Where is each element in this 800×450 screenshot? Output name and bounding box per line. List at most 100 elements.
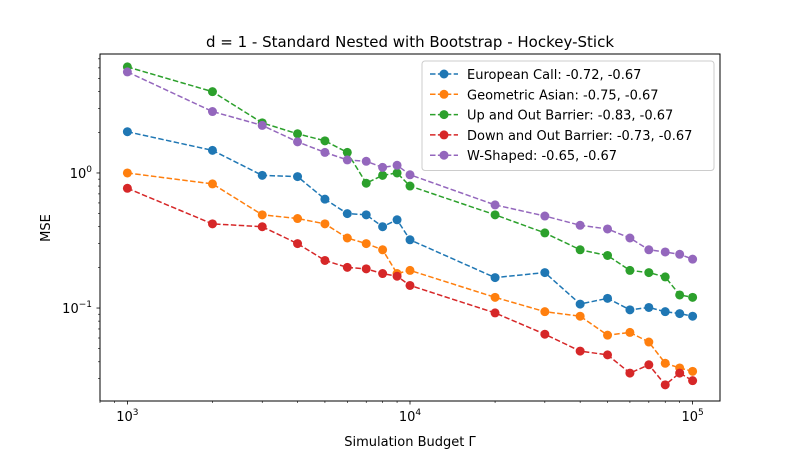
data-point [644, 302, 654, 312]
data-point [320, 194, 330, 204]
data-point [575, 220, 585, 230]
legend-marker [439, 130, 449, 140]
data-point [575, 245, 585, 255]
data-point [207, 87, 217, 97]
data-point [660, 380, 670, 390]
data-point [293, 129, 303, 139]
data-point [405, 235, 415, 245]
data-point [603, 330, 613, 340]
legend-marker [439, 89, 449, 99]
legend-box [421, 60, 715, 171]
x-tick-label: 104 [399, 408, 422, 425]
data-point [490, 200, 500, 210]
data-point [392, 271, 402, 281]
data-point [660, 272, 670, 282]
data-point [540, 268, 550, 278]
data-point [392, 215, 402, 225]
data-point [257, 210, 267, 220]
data-point [405, 280, 415, 290]
data-point [122, 127, 132, 137]
data-point [625, 327, 635, 337]
data-point [293, 214, 303, 224]
legend-item: W-Shaped: -0.65, -0.67 [430, 149, 617, 164]
data-point [293, 137, 303, 147]
data-point [603, 224, 613, 234]
data-point [540, 329, 550, 339]
data-point [644, 337, 654, 347]
data-point [342, 155, 352, 165]
data-point [342, 147, 352, 157]
data-point [405, 265, 415, 275]
data-point [688, 376, 698, 386]
data-point [688, 366, 698, 376]
legend-item: Up and Out Barrier: -0.83, -0.67 [430, 109, 673, 124]
data-point [320, 219, 330, 229]
y-tick-label: 10−1 [62, 300, 92, 317]
data-point [625, 265, 635, 275]
data-point [688, 311, 698, 321]
chart-title: d = 1 - Standard Nested with Bootstrap -… [206, 33, 614, 51]
legend-item: European Call: -0.72, -0.67 [430, 68, 641, 83]
legend-label: European Call: -0.72, -0.67 [467, 68, 641, 83]
series-2 [122, 168, 698, 376]
data-point [122, 168, 132, 178]
data-point [122, 183, 132, 193]
data-point [257, 222, 267, 232]
axes: 103 104 105 10−1 100 [62, 58, 704, 425]
data-point [405, 170, 415, 180]
data-point [490, 210, 500, 220]
y-axis-label: MSE [39, 214, 54, 242]
legend-label: Down and Out Barrier: -0.73, -0.67 [467, 129, 692, 144]
data-point [361, 239, 371, 249]
data-point [361, 210, 371, 220]
data-point [675, 309, 685, 319]
data-point [320, 136, 330, 146]
data-point [540, 228, 550, 238]
legend: European Call: -0.72, -0.67 Geometric Asi… [421, 60, 715, 171]
data-point [378, 170, 388, 180]
data-point [675, 290, 685, 300]
data-point [490, 273, 500, 283]
data-point [361, 156, 371, 166]
data-point [257, 170, 267, 180]
data-point [540, 307, 550, 317]
data-point [688, 254, 698, 264]
data-point [603, 250, 613, 260]
data-point [392, 168, 402, 178]
data-point [625, 305, 635, 315]
data-point [575, 346, 585, 356]
data-point [644, 245, 654, 255]
data-point [575, 311, 585, 321]
x-tick-label: 105 [681, 408, 703, 425]
data-point [320, 147, 330, 157]
x-axis-label: Simulation Budget Γ [344, 435, 476, 450]
data-point [675, 368, 685, 378]
data-point [207, 179, 217, 189]
data-point [207, 219, 217, 229]
data-point [361, 264, 371, 274]
data-point [405, 181, 415, 191]
series-3 [122, 62, 698, 302]
plot-content [122, 62, 698, 390]
data-point [342, 262, 352, 272]
data-point [625, 233, 635, 243]
series-4 [122, 183, 698, 390]
data-point [378, 245, 388, 255]
legend-label: W-Shaped: -0.65, -0.67 [467, 149, 617, 164]
data-point [122, 67, 132, 77]
data-point [575, 299, 585, 309]
series-5 [122, 67, 698, 264]
legend-item: Geometric Asian: -0.75, -0.67 [430, 88, 659, 103]
data-point [660, 247, 670, 257]
data-point [378, 222, 388, 232]
data-point [644, 360, 654, 370]
data-point [603, 350, 613, 360]
data-point [660, 307, 670, 317]
data-point [207, 145, 217, 155]
data-point [342, 233, 352, 243]
legend-item: Down and Out Barrier: -0.73, -0.67 [430, 129, 692, 144]
series-1 [122, 127, 698, 321]
data-point [644, 268, 654, 278]
data-point [490, 308, 500, 318]
